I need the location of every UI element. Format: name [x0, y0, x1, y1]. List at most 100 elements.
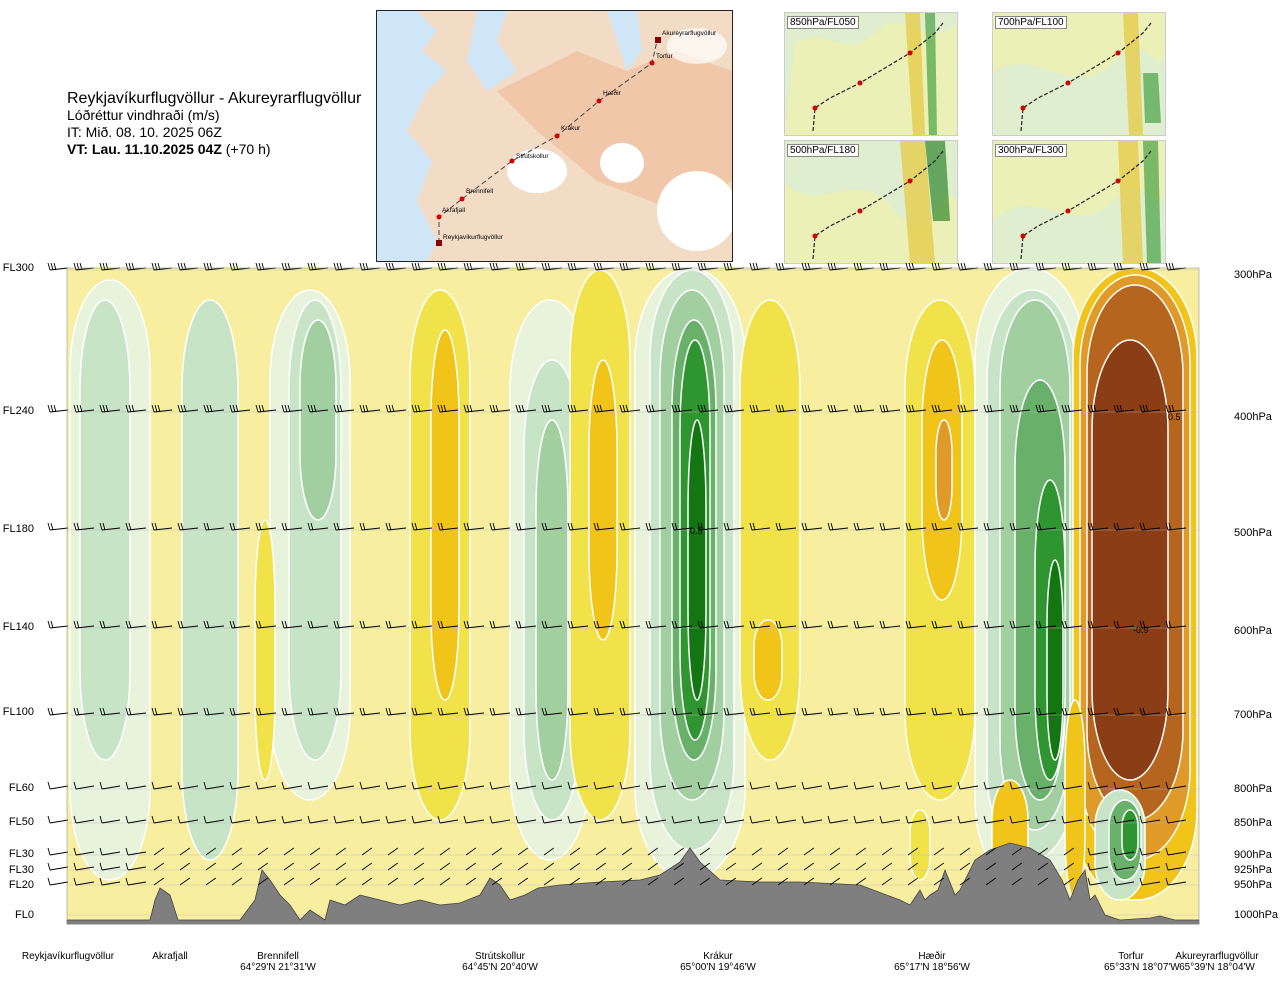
- wind-barb-feather: [541, 707, 545, 716]
- wind-barb: [1037, 877, 1049, 886]
- wind-barb-feather: [255, 815, 259, 824]
- mini-map-label: 850hPa/FL050: [787, 16, 859, 29]
- wind-barb-feather: [492, 620, 496, 629]
- wind-barb-feather: [671, 262, 675, 271]
- wind-barb-feather: [177, 781, 181, 790]
- wind-barb-feather: [677, 404, 681, 413]
- wind-barb-feather: [1035, 707, 1039, 716]
- wind-barb-feather: [281, 620, 285, 629]
- wind-barb-feather: [697, 620, 701, 629]
- wind-barb-feather: [307, 707, 311, 716]
- wind-barb-feather: [931, 522, 935, 531]
- wind-barb-feather: [957, 620, 961, 629]
- wind-barb-feather: [469, 404, 473, 413]
- mini-map-700[interactable]: 700hPa/FL100: [992, 12, 1166, 136]
- wind-barb-feather: [50, 707, 54, 716]
- mini-map-850[interactable]: 850hPa/FL050: [784, 12, 958, 136]
- wind-barb-feather: [388, 620, 392, 629]
- wind-barb-feather: [905, 781, 909, 790]
- wind-barb: [309, 847, 321, 856]
- wind-barb-feather: [177, 404, 181, 413]
- wind-barb: [699, 819, 719, 824]
- wind-barb-feather: [1038, 404, 1042, 413]
- wind-barb: [543, 847, 555, 856]
- variable-title: Lóðréttur vindhraði (m/s): [67, 107, 220, 123]
- wind-barb-feather: [1090, 707, 1094, 716]
- wind-barb-feather: [229, 620, 233, 629]
- wind-barb: [647, 785, 667, 790]
- wind-barb: [179, 847, 191, 856]
- mini-map-500[interactable]: 500hPa/FL180: [784, 140, 958, 264]
- wind-barb-feather: [1061, 262, 1065, 271]
- wind-barb-feather: [437, 815, 441, 824]
- wind-barb-feather: [905, 262, 909, 271]
- wind-barb-feather: [908, 707, 912, 716]
- wind-barb-feather: [931, 707, 935, 716]
- wind-barb-feather: [908, 620, 912, 629]
- wind-barb-feather: [53, 262, 57, 271]
- wind-barb: [101, 866, 121, 871]
- wind-barb: [803, 877, 815, 886]
- wind-barb-feather: [99, 707, 103, 716]
- wind-barb-feather: [911, 262, 915, 271]
- wind-barb-feather: [258, 522, 262, 531]
- wind-barb-feather: [1168, 522, 1172, 531]
- wind-barb-feather: [495, 404, 499, 413]
- wind-barb-feather: [333, 404, 337, 413]
- wind-barb-feather: [1119, 404, 1123, 413]
- wind-barb: [881, 862, 893, 871]
- wind-barb: [153, 785, 173, 790]
- wind-barb-feather: [671, 781, 675, 790]
- wind-barb-feather: [723, 781, 727, 790]
- wind-barb-feather: [128, 620, 132, 629]
- wind-barb: [1063, 877, 1075, 886]
- map-label-akureyri: Akureyrarflugvöllur: [662, 30, 717, 37]
- wind-barb-feather: [183, 404, 187, 413]
- wind-barb: [179, 877, 191, 886]
- wind-barb-feather: [102, 620, 106, 629]
- wind-barb-feather: [180, 262, 184, 271]
- wind-barb-feather: [154, 404, 158, 413]
- mini-map-300[interactable]: 300hPa/FL300: [992, 140, 1166, 264]
- wind-barb-feather: [879, 815, 883, 824]
- wind-barb-feather: [723, 707, 727, 716]
- wind-barb-feather: [258, 262, 262, 271]
- wind-barb-feather: [749, 522, 753, 531]
- wind-barb-feather: [47, 707, 51, 716]
- route-title: Reykjavíkurflugvöllur - Akureyrarflugvöl…: [67, 90, 362, 107]
- wind-barb-feather: [593, 620, 597, 629]
- wind-barb-feather: [856, 262, 860, 271]
- wind-barb-feather: [463, 404, 467, 413]
- map-label-haedir: Hæðir: [603, 89, 622, 97]
- wind-barb: [1063, 819, 1083, 824]
- wind-barb: [543, 785, 563, 790]
- wind-barb-feather: [469, 262, 473, 271]
- wind-barb-feather: [1139, 781, 1143, 790]
- wind-barb-feather: [1090, 262, 1094, 271]
- wind-barb-feather: [593, 522, 597, 531]
- wind-barb-feather: [1142, 404, 1146, 413]
- wind-barb-feather: [1119, 262, 1123, 271]
- wind-barb-feather: [859, 404, 863, 413]
- wind-barb-feather: [596, 620, 600, 629]
- wind-barb-feather: [411, 781, 415, 790]
- wind-barb-feather: [183, 262, 187, 271]
- wind-barb-feather: [287, 262, 291, 271]
- contour-region: [687, 419, 707, 701]
- map-label-strutskollur: Strútskollur: [516, 153, 549, 160]
- wind-barb-feather: [50, 620, 54, 629]
- wind-barb-feather: [99, 404, 103, 413]
- wind-barb-feather: [882, 620, 886, 629]
- wind-barb-feather: [1009, 707, 1013, 716]
- wind-barb-feather: [1087, 877, 1091, 886]
- wind-barb: [1141, 785, 1161, 790]
- wind-barb: [777, 847, 789, 856]
- wind-barb-feather: [856, 404, 860, 413]
- wind-barb-feather: [521, 404, 525, 413]
- wind-barb: [881, 819, 901, 824]
- wind-barb: [907, 819, 927, 824]
- waypoint-coord: 64°29'N 21°31'W: [240, 962, 316, 973]
- wind-barb-feather: [151, 404, 155, 413]
- wind-barb: [647, 847, 659, 856]
- wind-barb-feather: [1064, 620, 1068, 629]
